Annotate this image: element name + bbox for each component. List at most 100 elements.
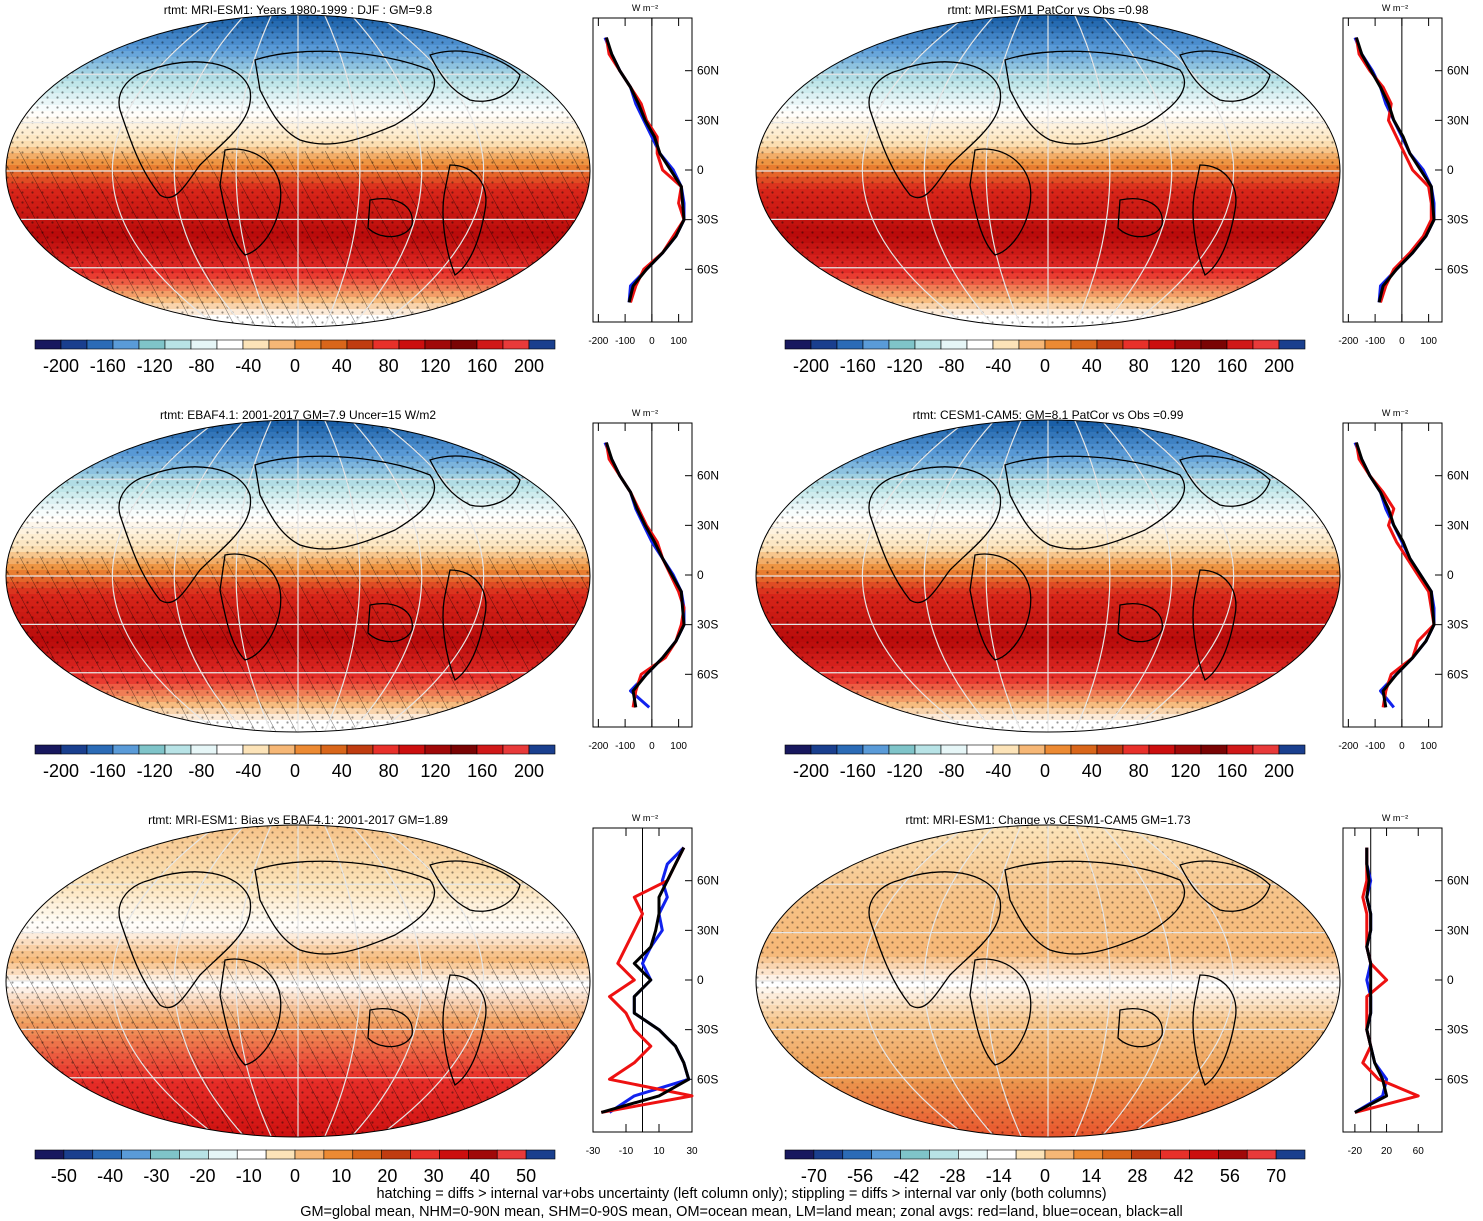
colorbar-swatch	[138, 744, 166, 755]
colorbar-swatch	[1122, 339, 1150, 350]
colorbar-swatch	[34, 1149, 65, 1160]
colorbar-swatch	[1073, 1149, 1104, 1160]
colorbar-swatch	[914, 339, 942, 350]
colorbar-swatch	[372, 744, 400, 755]
colorbar-tick-label: -200	[793, 761, 829, 781]
zonal-series-all	[604, 37, 686, 303]
zonal-tick-label: -100	[615, 336, 635, 347]
colorbar-swatch	[424, 744, 452, 755]
lat-tick-label: 30N	[1447, 923, 1469, 937]
colorbar-tick-label: 40	[1082, 761, 1102, 781]
zonal-tick-label: 100	[670, 336, 687, 347]
continent-outline	[1192, 974, 1237, 1086]
zonal-tick-label: -30	[586, 1146, 601, 1157]
colorbar-swatch	[121, 1149, 151, 1160]
colorbar-swatch	[468, 1149, 498, 1160]
continent-outline	[429, 50, 521, 102]
colorbar-swatch	[986, 1149, 1017, 1160]
map-field	[6, 15, 590, 327]
colorbar-swatch	[268, 339, 296, 350]
footer-hatching-note: hatching = diffs > internal var+obs unce…	[376, 1186, 1107, 1202]
continent-outline	[969, 958, 1032, 1066]
colorbar-tick-label: -20	[190, 1166, 216, 1186]
zonal-tick-label: 10	[653, 1146, 665, 1157]
colorbar-swatch	[1275, 1149, 1306, 1160]
lat-tick-label: 0	[697, 973, 704, 987]
colorbar-swatch	[112, 744, 140, 755]
colorbar-swatch	[424, 339, 452, 350]
colorbar-swatch	[1102, 1149, 1132, 1160]
lat-tick-label: 30N	[697, 923, 719, 937]
colorbar-tick-label: 160	[467, 356, 497, 376]
colorbar-swatch	[1160, 1149, 1190, 1160]
colorbar-tick-label: 120	[420, 761, 450, 781]
zonal-tick-label: 0	[649, 336, 655, 347]
continent-outline	[442, 974, 487, 1086]
colorbar-swatch	[1246, 1149, 1277, 1160]
colorbar-tick-label: -80	[938, 356, 964, 376]
zonal-tick-label: -200	[1338, 741, 1358, 752]
zonal-units-label: W m⁻²	[632, 408, 658, 418]
colorbar-swatch	[1218, 1149, 1248, 1160]
zonal-panel: -200 -100 0 100 60N 30N 0 30S 60S W m⁻²	[1338, 3, 1469, 347]
colorbar-swatch	[164, 744, 192, 755]
lat-tick-label: 0	[1447, 568, 1454, 582]
colorbar-swatch	[862, 339, 890, 350]
panel-title: rtmt: MRI-ESM1: Bias vs EBAF4.1: 2001-20…	[148, 813, 448, 827]
colorbar-swatch	[966, 744, 994, 755]
colorbar-swatch	[525, 1149, 556, 1160]
lat-tick-label: 60S	[1447, 667, 1468, 681]
lat-tick-label: 0	[1447, 163, 1454, 177]
colorbar-tick-label: 0	[1040, 761, 1050, 781]
colorbar-tick-label: 80	[379, 356, 399, 376]
lat-tick-label: 30N	[697, 113, 719, 127]
colorbar-tick-label: 28	[1127, 1166, 1147, 1186]
map-field	[6, 420, 590, 732]
continent-outline	[1179, 50, 1271, 102]
map-field	[756, 15, 1340, 327]
panel-title: rtmt: MRI-ESM1 PatCor vs Obs =0.98	[947, 3, 1148, 17]
colorbar-swatch	[813, 1149, 844, 1160]
zonal-tick-label: -200	[588, 741, 608, 752]
continent-outline	[367, 1008, 413, 1048]
colorbar-tick-label: 40	[1082, 356, 1102, 376]
colorbar-swatch	[784, 339, 812, 350]
colorbar-swatch	[992, 339, 1020, 350]
zonal-units-label: W m⁻²	[632, 3, 658, 13]
colorbar-swatch	[958, 1149, 988, 1160]
colorbar-tick-label: 80	[1129, 356, 1149, 376]
colorbar-swatch	[888, 339, 916, 350]
map-field	[756, 420, 1340, 732]
panel-title: rtmt: CESM1-CAM5: GM=8.1 PatCor vs Obs =…	[913, 408, 1184, 422]
zonal-tick-label: 100	[1420, 336, 1437, 347]
zonal-series-all	[600, 846, 691, 1114]
zonal-panel: -200 -100 0 100 60N 30N 0 30S 60S W m⁻²	[588, 408, 719, 752]
colorbar-swatch	[888, 744, 916, 755]
colorbar-tick-label: -40	[985, 761, 1011, 781]
colorbar-tick-label: -40	[985, 356, 1011, 376]
zonal-tick-label: -100	[1365, 741, 1385, 752]
footer-legend-note: GM=global mean, NHM=0-90N mean, SHM=0-90…	[300, 1204, 1183, 1220]
colorbar-tick-label: -200	[43, 356, 79, 376]
colorbar-swatch	[1252, 339, 1280, 350]
continent-outline	[219, 148, 282, 256]
lat-tick-label: 0	[697, 568, 704, 582]
colorbar-tick-label: -30	[143, 1166, 169, 1186]
colorbar-tick-label: 200	[514, 761, 544, 781]
continent-outline	[367, 198, 413, 238]
colorbar-tick-label: -40	[235, 356, 261, 376]
map-field	[6, 825, 590, 1137]
continent-outline	[442, 164, 487, 276]
colorbar-swatch	[112, 339, 140, 350]
colorbar-tick-label: 200	[514, 356, 544, 376]
continent-outline	[118, 871, 252, 1009]
colorbar-swatch	[836, 339, 864, 350]
colorbar-tick-label: 80	[379, 761, 399, 781]
colorbar-swatch	[450, 339, 478, 350]
zonal-series-land	[1354, 847, 1420, 1114]
continent-outline	[219, 553, 282, 661]
zonal-series-all	[604, 442, 686, 708]
zonal-tick-label: 100	[670, 741, 687, 752]
colorbar-swatch	[1096, 744, 1124, 755]
lat-tick-label: 30S	[1447, 1023, 1468, 1037]
